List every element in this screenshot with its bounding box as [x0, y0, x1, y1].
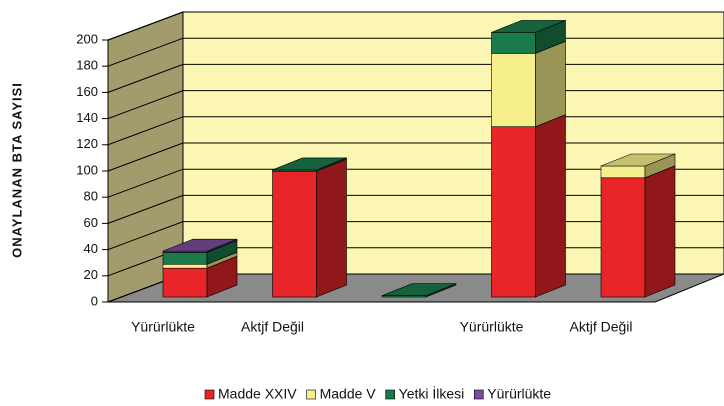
legend-label: Yetki İlkesi [399, 385, 465, 402]
legend-label: Madde V [320, 386, 377, 402]
y-tick-label: 180 [76, 58, 98, 73]
x-tick-label: Yürürlükte [131, 319, 195, 335]
bar-segment [162, 267, 208, 298]
bar-top [381, 283, 457, 296]
y-tick-label: 80 [84, 189, 98, 204]
bar-side [535, 40, 566, 128]
y-tick-label: 40 [84, 241, 98, 256]
grid-line [107, 63, 184, 93]
legend-swatch [473, 389, 484, 400]
bar-side [316, 158, 347, 298]
bar-segment [600, 177, 646, 298]
y-tick-label: 20 [84, 267, 98, 282]
x-tick-label: Yürürlükte [460, 319, 524, 335]
y-tick-label: 120 [76, 136, 98, 151]
legend-swatch [306, 389, 316, 400]
grid-line [107, 116, 184, 146]
y-tick-label: 60 [84, 215, 98, 230]
bar-segment [491, 53, 536, 128]
grid-line [107, 142, 184, 172]
bar-segment [162, 252, 208, 265]
grid-line [107, 194, 184, 224]
y-tick-label: 200 [76, 31, 98, 46]
grid-line [107, 37, 184, 67]
legend-label: Madde XXIV [218, 386, 297, 402]
bar-top [491, 20, 566, 33]
bar-top [272, 157, 347, 171]
bar-top [162, 238, 238, 252]
bar-segment [491, 32, 536, 54]
legend-swatch [204, 389, 215, 400]
legend-label: Yürürlükte [487, 386, 551, 402]
bar-segment [491, 126, 536, 298]
bar-segment [272, 170, 317, 298]
x-tick-label: Aktjf Değil [569, 319, 632, 335]
grid-line [107, 221, 184, 251]
y-axis-label: ONAYLANAN BTA SAYISI [9, 82, 24, 258]
y-tick-label: 0 [91, 293, 98, 308]
x-tick-label: Aktjf Değil [241, 319, 304, 335]
y-tick-label: 160 [76, 84, 98, 99]
y-tick-label: 140 [76, 110, 98, 125]
y-tick-label: 100 [76, 162, 98, 177]
legend-swatch [385, 389, 395, 400]
bar-side [535, 114, 566, 298]
grid-line [107, 90, 184, 120]
bar-side [644, 165, 676, 298]
bar-segment [162, 263, 208, 269]
bar-segment [600, 165, 646, 179]
grid-line [107, 11, 184, 41]
bar-top [600, 153, 676, 167]
grid-line [107, 168, 184, 198]
